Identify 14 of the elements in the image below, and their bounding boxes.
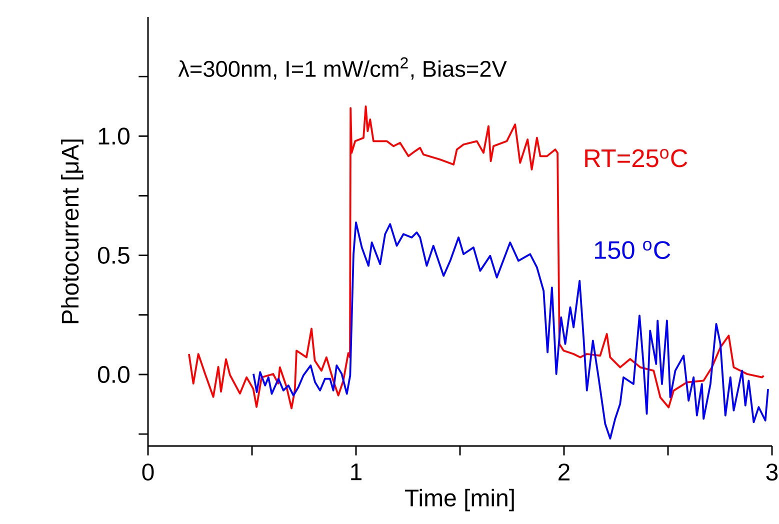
- x-tick-label: 3: [766, 464, 778, 481]
- x-tick-label: 0: [142, 464, 154, 481]
- y-tick-label: 1.0: [98, 128, 130, 145]
- x-tick-label: 1: [351, 464, 362, 480]
- line-series: [188, 105, 765, 410]
- y-axis-title: Photocurrent [μA]: [61, 140, 84, 324]
- x-tick-label: 2: [558, 464, 570, 480]
- y-tick-label: 0.0: [98, 366, 130, 383]
- series-label: 150 $^{o}$C: [594, 240, 670, 260]
- line-series: [252, 222, 769, 440]
- annotation: λ=300nm, I=1 mW/cm$^{2}$, Bias=2V: [178, 57, 507, 80]
- series-label: RT=25$^{o}$C: [585, 149, 688, 168]
- x-axis-title: Time [min]: [404, 488, 514, 512]
- y-tick-label: 0.5: [98, 246, 130, 264]
